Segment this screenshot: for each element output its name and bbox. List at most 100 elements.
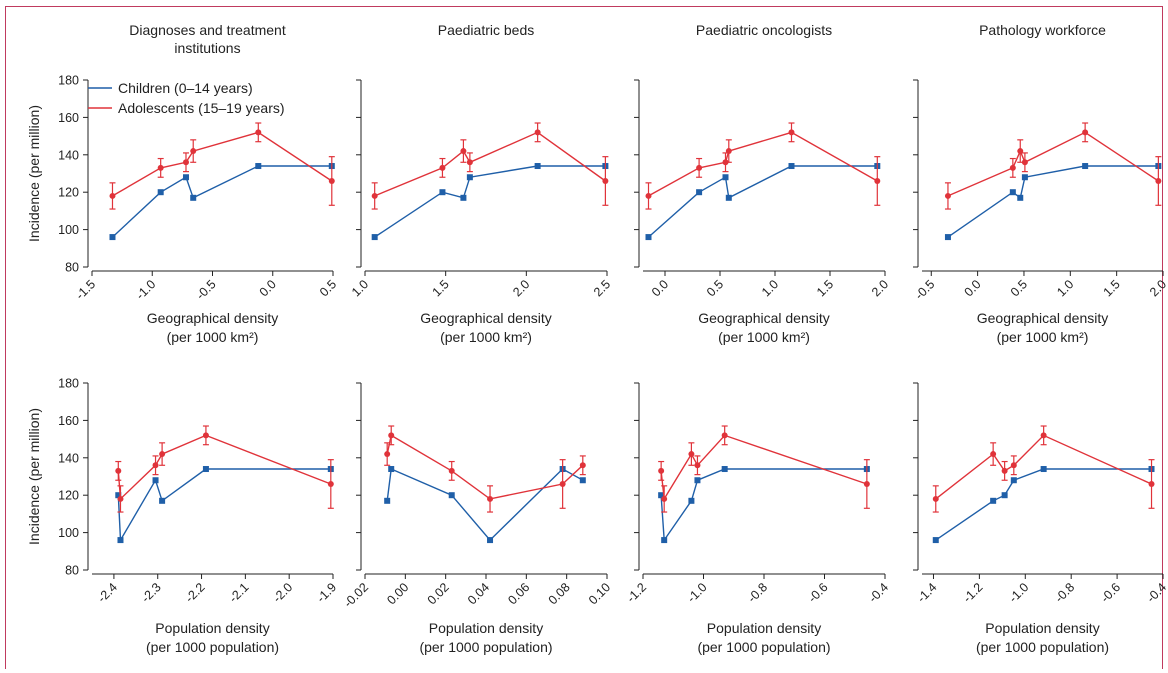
data-point-adolescents	[1021, 159, 1028, 166]
series-line-adolescents	[947, 131, 1159, 197]
x-axis-label-units: (per 1000 population)	[697, 639, 830, 655]
series-line-adolescents	[648, 131, 878, 197]
y-tick-label: 120	[58, 186, 79, 200]
x-tick-label: -1.4	[914, 580, 939, 605]
data-point-children	[1010, 477, 1017, 484]
data-point-children	[159, 497, 166, 504]
x-axis-label: Population density	[985, 620, 1099, 636]
x-tick-label: 1.0	[1054, 277, 1076, 299]
data-point-children	[721, 466, 728, 473]
y-tick-label: 160	[58, 111, 79, 125]
data-point-adolescents	[152, 462, 159, 469]
x-tick-label: 0.08	[546, 580, 573, 607]
legend-children-label: Children (0–14 years)	[118, 80, 253, 96]
data-point-adolescents	[1017, 148, 1024, 155]
x-tick-label: 1.5	[430, 277, 452, 299]
data-point-adolescents	[863, 480, 870, 487]
data-point-children	[579, 477, 586, 484]
data-point-adolescents	[1001, 467, 1008, 474]
data-point-adolescents	[117, 495, 124, 502]
data-point-adolescents	[159, 451, 166, 458]
data-point-children	[788, 163, 795, 170]
data-point-children	[932, 537, 939, 544]
x-tick-label: 2.5	[591, 277, 613, 299]
x-tick-label: 0.5	[317, 277, 339, 299]
data-point-adolescents	[466, 159, 473, 166]
x-axis-label-units: (per 1000 population)	[146, 639, 279, 655]
data-point-children	[1017, 194, 1024, 201]
data-point-adolescents	[990, 451, 997, 458]
data-point-adolescents	[944, 192, 951, 199]
data-point-adolescents	[1010, 462, 1017, 469]
x-tick-label: 0.0	[962, 277, 984, 299]
x-tick-label: 1.5	[814, 277, 836, 299]
data-point-adolescents	[559, 480, 566, 487]
x-axis-label: Geographical density	[977, 310, 1109, 326]
x-tick-label: -0.02	[341, 580, 371, 610]
y-axis-label: Incidence (per million)	[26, 105, 42, 242]
data-point-adolescents	[1040, 432, 1047, 439]
x-axis-label-units: (per 1000 population)	[976, 639, 1109, 655]
legend-adolescents-label: Adolescents (15–19 years)	[118, 100, 285, 116]
x-tick-label: -2.4	[95, 580, 120, 605]
data-point-adolescents	[202, 432, 209, 439]
data-point-children	[182, 174, 189, 181]
y-tick-label: 140	[58, 451, 79, 465]
y-tick-label: 80	[65, 261, 79, 275]
data-point-children	[439, 189, 446, 196]
x-tick-label: -0.4	[1144, 580, 1168, 605]
x-tick-label: 1.0	[349, 277, 371, 299]
data-point-adolescents	[721, 432, 728, 439]
data-point-children	[460, 194, 467, 201]
data-point-adolescents	[327, 480, 334, 487]
data-point-adolescents	[328, 177, 335, 184]
x-axis-label-units: (per 1000 km²)	[718, 329, 810, 345]
data-point-adolescents	[725, 148, 732, 155]
data-point-adolescents	[388, 432, 395, 439]
x-tick-label: -0.5	[193, 277, 218, 302]
series-line-children	[386, 467, 584, 542]
x-tick-label: 0.00	[384, 580, 411, 607]
x-axis-label: Population density	[707, 620, 821, 636]
x-axis-label-units: (per 1000 km²)	[440, 329, 532, 345]
data-point-adolescents	[658, 467, 665, 474]
x-tick-label: 0.04	[465, 580, 492, 607]
data-point-children	[371, 234, 378, 241]
data-point-children	[725, 194, 732, 201]
data-point-children	[696, 189, 703, 196]
chart-legend: Children (0–14 years) Adolescents (15–19…	[88, 80, 285, 116]
series-line-children	[660, 468, 867, 543]
data-point-adolescents	[579, 462, 586, 469]
x-tick-label: 0.06	[505, 580, 532, 607]
x-axis-label-units: (per 1000 km²)	[997, 329, 1089, 345]
y-tick-label: 100	[58, 526, 79, 540]
x-tick-label: -0.4	[866, 580, 891, 605]
data-point-children	[202, 466, 209, 473]
x-tick-label: 0.0	[649, 277, 671, 299]
y-tick-label: 180	[58, 74, 79, 88]
x-tick-label: -1.9	[314, 580, 339, 605]
chart-panel-4: -0.5 0.0 0.5 1.0 1.5 2.0 Pathology workforce Ge…	[912, 22, 1168, 345]
series-line-children	[935, 468, 1152, 541]
series-line-adolescents	[935, 434, 1152, 500]
data-point-adolescents	[487, 495, 494, 502]
panel-title: Paediatric beds	[438, 22, 535, 38]
data-point-adolescents	[602, 177, 609, 184]
data-point-children	[944, 234, 951, 241]
x-tick-label: 0.02	[425, 580, 452, 607]
x-axis-label: Population density	[155, 620, 269, 636]
panel-title: Pathology workforce	[979, 22, 1106, 38]
series-line-adolescents	[374, 131, 606, 197]
data-point-children	[466, 174, 473, 181]
x-tick-label: -0.6	[805, 580, 830, 605]
data-point-adolescents	[115, 467, 122, 474]
data-point-children	[1009, 189, 1016, 196]
series-line-children	[117, 468, 331, 543]
x-tick-label: -2.1	[226, 580, 251, 605]
x-tick-label: 0.0	[257, 277, 279, 299]
data-point-children	[661, 537, 668, 544]
y-tick-label: 180	[58, 377, 79, 391]
data-point-children	[117, 537, 124, 544]
panel-title-line2: institutions	[174, 40, 240, 56]
data-point-children	[1082, 163, 1089, 170]
